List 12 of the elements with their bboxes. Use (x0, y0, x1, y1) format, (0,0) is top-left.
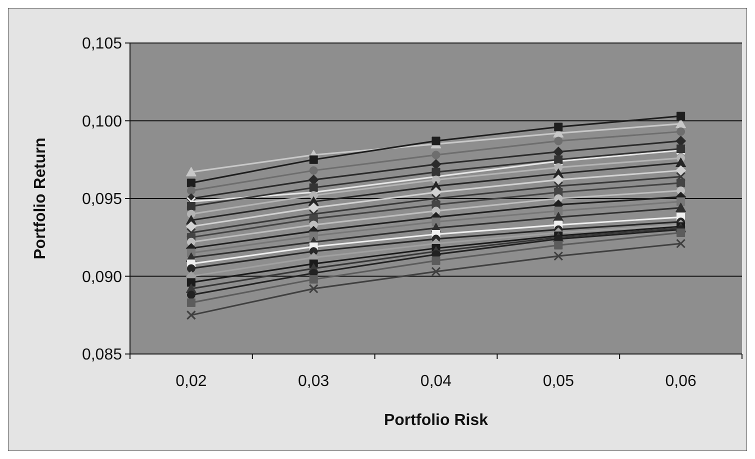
x-tick-label: 0,04 (420, 373, 452, 390)
y-tick-label: 0,100 (82, 113, 122, 130)
x-tick-label: 0,02 (176, 373, 207, 390)
y-tick-label: 0,105 (82, 36, 122, 53)
x-tick-label: 0,06 (665, 373, 696, 390)
y-tick-label: 0,095 (82, 191, 122, 208)
x-axis-title: Portfolio Risk (384, 412, 488, 429)
y-tick-label: 0,090 (82, 268, 122, 286)
y-axis-title: Portfolio Return (32, 138, 49, 260)
y-tick-label: 0,085 (82, 346, 122, 364)
x-tick-label: 0,05 (542, 373, 574, 390)
x-tick-label: 0,03 (298, 373, 330, 390)
